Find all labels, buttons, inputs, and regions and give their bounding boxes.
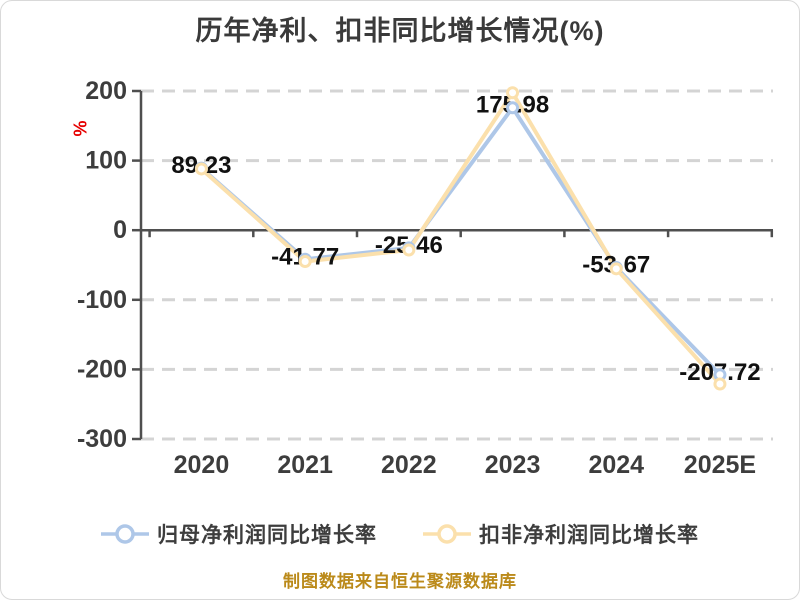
legend-item-parent-net-profit: 归母净利润同比增长率 <box>101 519 377 549</box>
data-point-marker-1 <box>713 377 727 391</box>
legend-item-non-recurring-net-profit: 扣非净利润同比增长率 <box>423 519 699 549</box>
series-line-0 <box>199 105 722 377</box>
y-axis-tick-label: 0 <box>113 216 127 244</box>
chart-title: 历年净利、扣非同比增长情况(%) <box>195 16 605 46</box>
legend-marker-cream-icon <box>423 524 471 544</box>
x-axis-tick-label: 2022 <box>381 451 437 479</box>
y-axis-tick-label: -200 <box>77 355 127 383</box>
y-axis-tick-label: 200 <box>85 77 127 105</box>
y-axis-tick-label: -100 <box>77 286 127 314</box>
data-point-marker-1 <box>609 262 623 276</box>
data-point-marker-1 <box>402 243 416 257</box>
data-point-marker-1 <box>298 255 312 269</box>
legend: 归母净利润同比增长率 扣非净利润同比增长率 <box>1 519 799 549</box>
legend-label: 归母净利润同比增长率 <box>157 524 377 547</box>
data-point-marker-1 <box>194 162 208 176</box>
x-axis-tick-label: 2020 <box>174 451 230 479</box>
data-point-marker-1 <box>506 86 520 100</box>
x-axis-tick-label: 2025E <box>684 451 756 479</box>
y-axis-tick-label: 100 <box>85 147 127 175</box>
x-axis-tick-label: 2021 <box>277 451 333 479</box>
data-source-note: 制图数据来自恒生聚源数据库 <box>283 572 517 591</box>
x-axis-tick-label: 2023 <box>485 451 541 479</box>
data-point-marker-0 <box>506 101 520 115</box>
legend-marker-blue-icon <box>101 524 149 544</box>
series-line-1 <box>199 90 722 387</box>
y-axis-tick-label: -300 <box>77 425 127 453</box>
legend-label: 扣非净利润同比增长率 <box>479 524 699 547</box>
x-axis-tick-label: 2024 <box>588 451 644 479</box>
